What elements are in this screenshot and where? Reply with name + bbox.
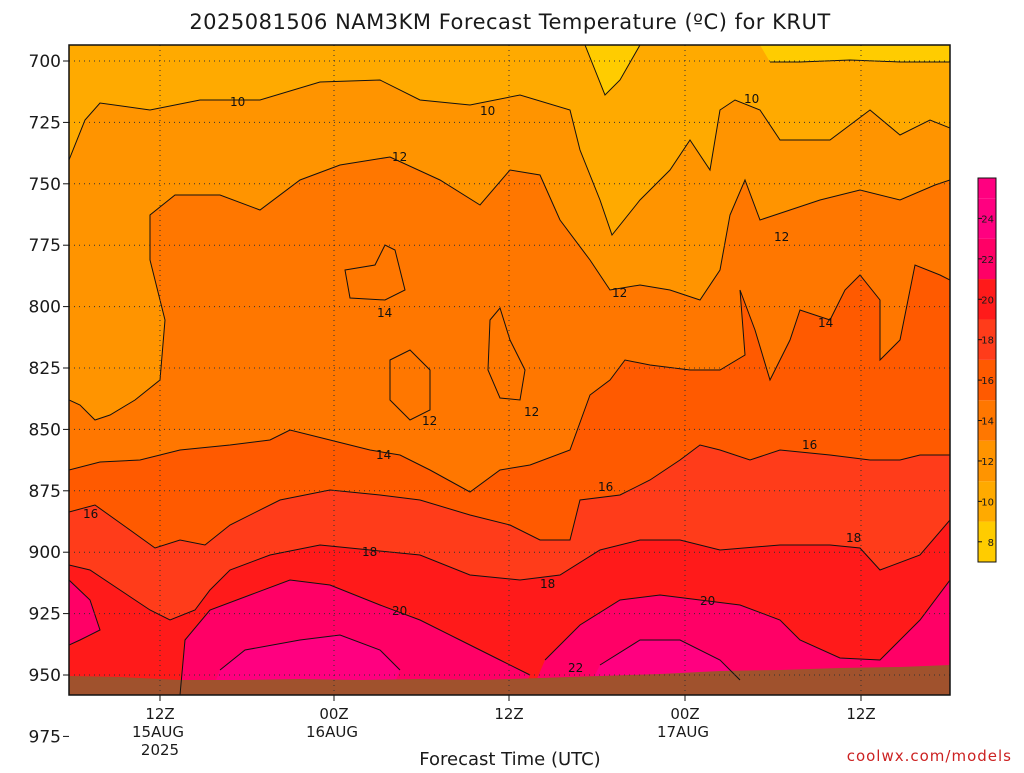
chart-title: 2025081506 NAM3KM Forecast Temperature (…	[189, 10, 830, 34]
contour-20	[69, 579, 950, 695]
colorbar-tick-label: 8	[988, 538, 994, 549]
contour-label: 14	[818, 316, 833, 330]
y-tick-label: 975	[29, 727, 61, 747]
contour-label: 10	[230, 95, 245, 109]
colorbar-segment	[978, 481, 996, 522]
contour-label: 16	[598, 480, 613, 494]
contour-label: 20	[700, 594, 715, 608]
contour-12-island-a	[389, 349, 431, 421]
contour-label-group: 10 10 10 12 12 12 12 12 14 14 14 16 16 1…	[83, 92, 861, 675]
contour-label: 16	[802, 438, 817, 452]
x-tick-label: 12Z	[846, 705, 875, 723]
contour-12-island-b	[487, 306, 526, 401]
contour-label: 20	[392, 604, 407, 618]
colorbar-tick-label: 24	[981, 214, 994, 225]
colorbar-tick-label: 18	[981, 336, 994, 347]
y-tick-label: 950	[29, 666, 61, 686]
colorbar-segment	[978, 238, 996, 280]
contour-12	[69, 156, 950, 421]
band-8	[585, 45, 950, 95]
x-tick-label: 12Z	[145, 705, 174, 723]
contour-label: 12	[774, 230, 789, 244]
contour-label: 18	[540, 577, 555, 591]
contour-label: 16	[83, 507, 98, 521]
contour-label: 12	[392, 150, 407, 164]
colorbar-segment	[978, 198, 996, 239]
contour-label: 10	[480, 104, 495, 118]
y-axis: 700 725 750 775 800 825 850 875 900 925 950 975	[29, 52, 69, 747]
colorbar: 8 10 12 14 16 18 20 22 24	[977, 177, 997, 563]
contour-label: 10	[744, 92, 759, 106]
contour-label: 12	[612, 286, 627, 300]
colorbar-tick-label: 20	[981, 295, 994, 306]
x-tick-date: 15AUG	[132, 723, 184, 741]
y-tick-label: 750	[29, 175, 61, 195]
y-tick-label: 775	[29, 236, 61, 256]
y-tick-label: 925	[29, 605, 61, 625]
colorbar-segment	[978, 440, 996, 482]
y-tick-label: 850	[29, 420, 61, 440]
colorbar-tick-label: 10	[981, 497, 994, 508]
contour-label: 22	[568, 661, 583, 675]
colorbar-tick-label: 22	[981, 255, 994, 266]
contour-22	[219, 634, 741, 681]
colorbar-segment	[978, 521, 996, 562]
colorbar-segment	[978, 279, 996, 320]
x-tick-year: 2025	[141, 741, 179, 759]
contour-label: 18	[846, 531, 861, 545]
contour-label: 12	[524, 405, 539, 419]
credit-text: coolwx.com/models	[847, 747, 1012, 765]
contour-label: 14	[377, 306, 392, 320]
x-tick-label: 00Z	[319, 705, 348, 723]
x-tick-label: 12Z	[494, 705, 523, 723]
colorbar-tick-label: 14	[981, 417, 994, 428]
colorbar-tick-label: 12	[981, 457, 994, 468]
colorbar-segment	[978, 319, 996, 360]
colorbar-segment	[978, 359, 996, 401]
contour-14-island	[344, 244, 406, 301]
colorbar-segment	[978, 178, 996, 199]
x-tick-label: 00Z	[670, 705, 699, 723]
y-tick-label: 725	[29, 113, 61, 133]
y-tick-label: 825	[29, 359, 61, 379]
y-tick-label: 900	[29, 543, 61, 563]
y-tick-label: 800	[29, 298, 61, 318]
colorbar-tick-label: 16	[981, 376, 994, 387]
colorbar-segment	[978, 400, 996, 441]
x-tick-date: 17AUG	[657, 723, 709, 741]
temperature-field: 10 10 10 12 12 12 12 12 14 14 14 16 16 1…	[69, 45, 950, 695]
contour-10	[69, 79, 950, 237]
contour-16	[69, 444, 950, 549]
contour-14	[69, 264, 950, 493]
contour-18	[69, 519, 950, 621]
contour-8	[584, 45, 950, 96]
y-tick-label: 700	[29, 52, 61, 72]
grid-lines	[69, 45, 950, 695]
contour-label: 12	[422, 414, 437, 428]
contour-lines	[69, 45, 950, 695]
x-tick-date: 16AUG	[306, 723, 358, 741]
contour-label: 14	[376, 448, 391, 462]
colorbar-frame	[977, 177, 997, 563]
y-tick-label: 875	[29, 482, 61, 502]
x-axis-label: Forecast Time (UTC)	[419, 749, 600, 768]
